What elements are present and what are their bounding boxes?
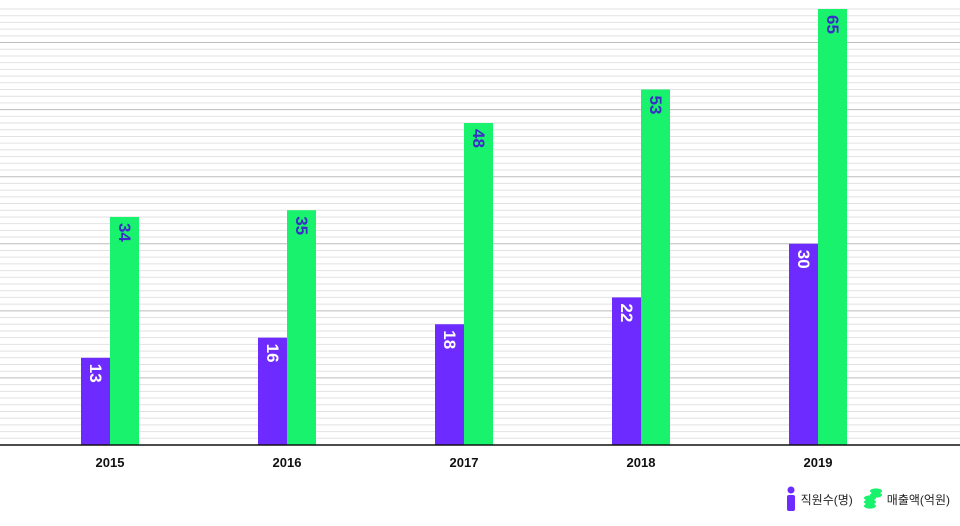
data-label-revenue-2015: 34 xyxy=(115,223,134,242)
bar-revenue-2015 xyxy=(110,216,139,445)
bar-employees-2019 xyxy=(789,243,818,445)
x-tick-label-2015: 2015 xyxy=(96,455,125,470)
legend-label-employees: 직원수(명) xyxy=(800,492,853,507)
x-tick-labels: 2015 2016 2017 2018 2019 xyxy=(96,455,833,470)
x-tick-label-2016: 2016 xyxy=(273,455,302,470)
bar-revenue-2016 xyxy=(287,210,316,445)
x-tick-label-2017: 2017 xyxy=(450,455,479,470)
bar-employees-2016 xyxy=(258,337,287,445)
data-label-employees-2016: 16 xyxy=(263,344,282,363)
data-label-revenue-2019: 65 xyxy=(823,15,842,34)
legend-item-revenue: 매출액(억원) xyxy=(863,488,950,510)
coin-stack-icon xyxy=(863,488,882,509)
bar-employees-2018 xyxy=(612,297,641,445)
x-tick-label-2019: 2019 xyxy=(804,455,833,470)
bar-employees-2015 xyxy=(81,357,110,445)
data-label-revenue-2018: 53 xyxy=(646,95,665,114)
bar-revenue-2018 xyxy=(641,89,670,445)
data-label-revenue-2017: 48 xyxy=(469,129,488,148)
legend-label-revenue: 매출액(억원) xyxy=(886,492,950,507)
x-tick-label-2018: 2018 xyxy=(627,455,656,470)
person-icon xyxy=(786,486,795,511)
data-label-employees-2019: 30 xyxy=(794,250,813,269)
data-label-revenue-2016: 35 xyxy=(292,216,311,235)
data-label-employees-2018: 22 xyxy=(617,303,636,322)
bars xyxy=(81,9,847,446)
data-label-employees-2015: 13 xyxy=(86,364,105,383)
data-label-employees-2017: 18 xyxy=(440,330,459,349)
legend: 직원수(명) 매출액(억원) xyxy=(785,486,950,512)
bar-revenue-2019 xyxy=(818,9,847,445)
value-labels: 13 34 16 35 18 48 22 53 30 65 xyxy=(86,15,842,383)
bar-revenue-2017 xyxy=(464,123,493,446)
bar-employees-2017 xyxy=(435,324,464,445)
legend-item-employees: 직원수(명) xyxy=(785,486,853,512)
